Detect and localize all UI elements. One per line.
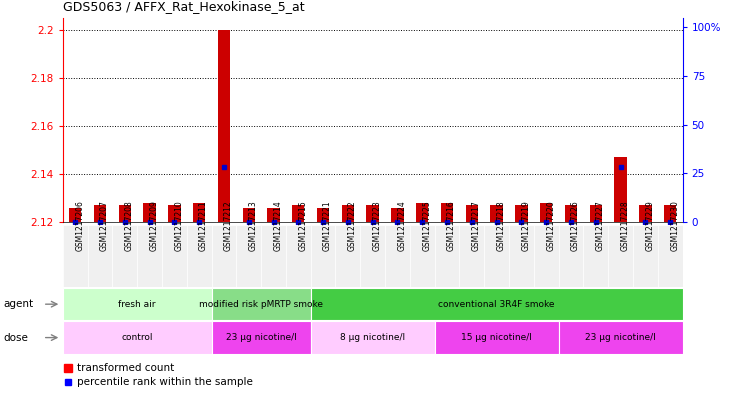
Text: GSM1217226: GSM1217226 [571,200,580,251]
Bar [311,225,336,287]
Bar [168,205,181,222]
Text: GSM1217207: GSM1217207 [100,200,109,251]
Bar [112,225,137,287]
Bar [94,205,106,222]
Text: 23 µg nicotine/l: 23 µg nicotine/l [585,333,656,342]
Bar [658,225,683,287]
Text: GSM1217210: GSM1217210 [174,200,183,251]
Text: GSM1217214: GSM1217214 [274,200,283,251]
Bar [187,225,212,287]
Text: GSM1217208: GSM1217208 [125,200,134,251]
Text: dose: dose [4,332,29,343]
Text: GSM1217213: GSM1217213 [249,200,258,251]
Bar [119,205,131,222]
Bar [416,203,429,222]
Bar [286,225,311,287]
Text: GSM1217211: GSM1217211 [199,200,208,251]
Bar [460,225,484,287]
Bar [143,203,156,222]
Text: GSM1217217: GSM1217217 [472,200,481,251]
Text: modified risk pMRTP smoke: modified risk pMRTP smoke [199,300,323,309]
Text: GSM1217220: GSM1217220 [546,200,555,251]
Bar [311,288,683,320]
Text: GSM1217212: GSM1217212 [224,200,233,251]
Text: GSM1217224: GSM1217224 [398,200,407,251]
Bar [540,203,553,222]
Text: GSM1217229: GSM1217229 [646,200,655,251]
Text: 8 µg nicotine/l: 8 µg nicotine/l [340,333,405,342]
Bar [360,225,385,287]
Text: 15 µg nicotine/l: 15 µg nicotine/l [461,333,532,342]
Bar [218,30,230,222]
Bar [515,205,528,222]
Bar [311,321,435,354]
Bar [584,225,608,287]
Bar [317,208,329,222]
Bar [367,205,379,222]
Bar [212,288,311,320]
Bar [410,225,435,287]
Bar [88,225,112,287]
Bar [63,225,88,287]
Text: GDS5063 / AFFX_Rat_Hexokinase_5_at: GDS5063 / AFFX_Rat_Hexokinase_5_at [63,0,304,13]
Text: fresh air: fresh air [118,300,156,309]
Bar [336,225,360,287]
Text: conventional 3R4F smoke: conventional 3R4F smoke [438,300,555,309]
Bar [243,208,255,222]
Bar [608,225,633,287]
Bar [69,208,81,222]
Bar [590,205,602,222]
Text: GSM1217218: GSM1217218 [497,200,506,251]
Bar [63,321,212,354]
Text: GSM1217228: GSM1217228 [621,200,630,251]
Bar [435,225,460,287]
Bar [664,205,677,222]
Text: GSM1217206: GSM1217206 [75,200,84,251]
Text: GSM1217222: GSM1217222 [348,200,357,251]
Bar [615,157,627,222]
Text: GSM1217215: GSM1217215 [298,200,307,251]
Bar [435,321,559,354]
Text: control: control [121,333,153,342]
Text: percentile rank within the sample: percentile rank within the sample [77,377,253,387]
Bar [534,225,559,287]
Bar [639,205,652,222]
Bar [509,225,534,287]
Bar [236,225,261,287]
Text: GSM1217219: GSM1217219 [522,200,531,251]
Text: 23 µg nicotine/l: 23 µg nicotine/l [226,333,297,342]
Bar [193,203,205,222]
Bar [484,225,509,287]
Text: GSM1217230: GSM1217230 [670,200,679,251]
Text: agent: agent [4,299,34,309]
Bar [491,205,503,222]
Bar [162,225,187,287]
Text: GSM1217221: GSM1217221 [323,200,332,251]
Bar [267,208,280,222]
Bar [261,225,286,287]
Text: GSM1217216: GSM1217216 [447,200,456,251]
Bar [137,225,162,287]
Text: GSM1217227: GSM1217227 [596,200,605,251]
Text: GSM1217225: GSM1217225 [422,200,431,251]
Bar [63,288,212,320]
Text: transformed count: transformed count [77,364,175,373]
Bar [391,208,404,222]
Bar [342,205,354,222]
Bar [559,321,683,354]
Bar [565,205,577,222]
Bar [633,225,658,287]
Bar [466,205,478,222]
Bar [441,203,453,222]
Text: GSM1217223: GSM1217223 [373,200,382,251]
Bar [212,321,311,354]
Bar [385,225,410,287]
Bar [292,205,305,222]
Bar [559,225,584,287]
Bar [212,225,236,287]
Text: GSM1217209: GSM1217209 [150,200,159,251]
